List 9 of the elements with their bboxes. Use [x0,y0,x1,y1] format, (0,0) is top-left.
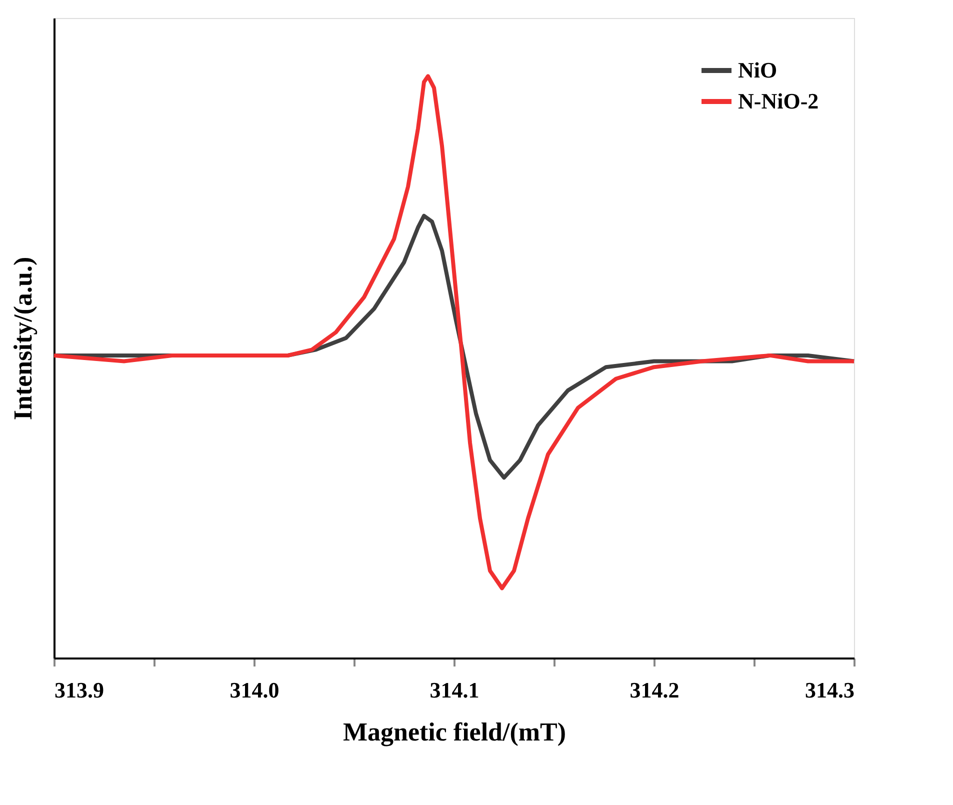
x-tick-label: 314.1 [430,678,480,702]
x-axis-title: Magnetic field/(mT) [342,718,566,746]
legend-label: N-NiO-2 [738,88,819,114]
x-tick-label: 313.9 [54,678,104,702]
x-tick-label: 314.0 [230,678,280,702]
y-axis-title: Intensity/(a.u.) [8,256,38,420]
x-tick-label: 314.3 [805,678,854,702]
legend-label: NiO [738,58,778,82]
x-tick-label: 314.2 [630,678,680,702]
